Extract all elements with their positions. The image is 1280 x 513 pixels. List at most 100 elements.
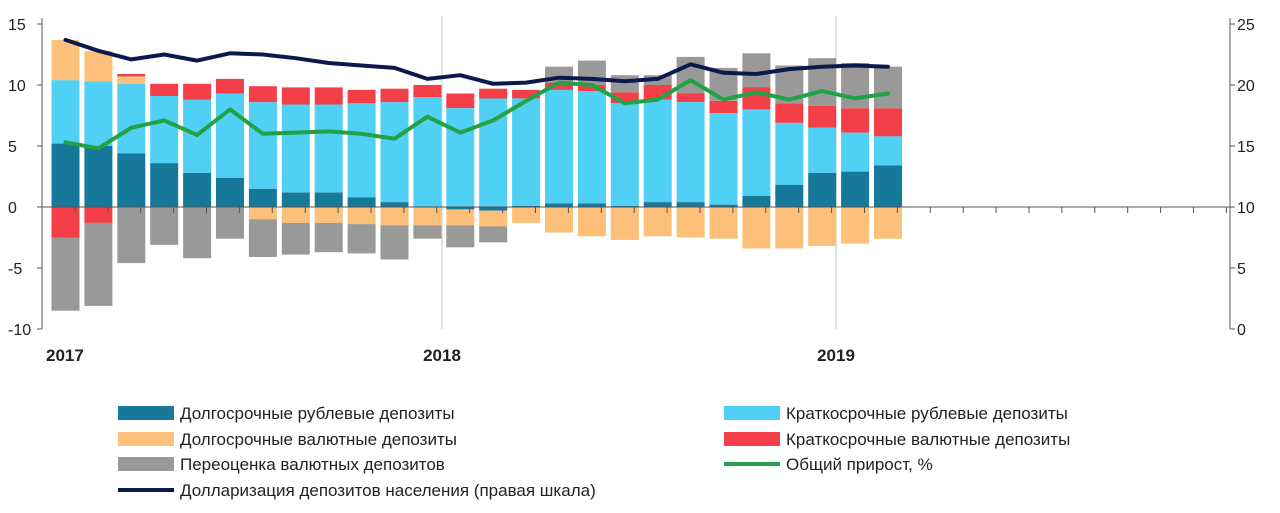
bar-s3-2018-05 [577,85,606,92]
legend-label: Долгосрочные валютные депозиты [180,430,457,449]
legend-label: Переоценка валютных депозитов [180,455,445,474]
bar-s1-2017-02 [84,81,113,146]
right-tick-label: 20 [1237,78,1255,95]
legend-swatch [118,457,174,471]
bar-s4-2019-02 [874,66,902,109]
left-tick-label: -10 [8,322,31,339]
right-tick-label: 10 [1237,200,1255,217]
right-tick-label: 25 [1237,17,1255,34]
bar-s3-2018-04 [545,82,573,90]
bar-s3-2018-09 [709,100,738,114]
bar-s3-2018-12 [808,105,837,128]
bar-s1-2018-09 [709,113,738,205]
bar-s3-2017-07 [248,86,277,103]
legend-label: Краткосрочные валютные депозиты [786,430,1070,449]
bar-s4-2017-09 [314,222,343,253]
bar-s4-2018-01 [446,225,475,248]
bar-s1-2018-08 [676,102,705,203]
bar-s4-2017-10 [347,224,376,254]
labels-layer: -10 -5 0 5 10 15 0 5 10 15 20 25 2017 2018 2019 [8,17,1255,365]
bar-s1-2017-08 [281,104,310,193]
bar-s2-2017-01 [51,39,80,81]
bar-s1-2017-10 [347,103,376,198]
bar-s0-2018-07 [643,202,672,207]
line-series-1 [63,37,890,86]
legend-label: Краткосрочные рублевые депозиты [786,404,1068,423]
bar-s0-2017-07 [248,188,277,207]
bar-s0-2018-12 [808,172,837,207]
bar-s3-2018-01 [446,93,475,109]
bar-s3-2018-11 [775,103,804,123]
bar-s1-2018-12 [808,127,837,173]
bar-s4-2019-01 [841,63,870,109]
bar-s0-2017-01 [51,143,80,207]
bar-s4-2017-05 [183,207,212,259]
bar-s2-2017-10 [347,207,376,225]
bar-s4-2018-06 [610,75,639,93]
bar-s0-2018-11 [775,185,804,207]
bar-s0-2018-02 [479,207,508,211]
bar-s4-2017-02 [84,222,113,306]
left-tick-label: 10 [8,78,26,95]
right-tick-label: 15 [1237,139,1255,156]
bar-s1-2018-06 [610,103,639,206]
bar-s0-2019-01 [841,171,870,207]
bar-s1-2018-11 [775,122,804,185]
bar-s1-2017-06 [216,93,244,178]
bar-s4-2017-07 [248,219,277,257]
bar-s2-2018-02 [479,210,508,227]
legend: Долгосрочные рублевые депозиты Краткосроч… [118,404,1070,500]
bar-s2-2018-01 [446,209,475,226]
bar-s1-2018-05 [577,91,606,204]
bar-s0-2018-04 [545,203,573,207]
bar-s2-2018-11 [775,207,804,249]
bar-s0-2017-11 [380,202,409,207]
bar-s0-2018-01 [446,207,475,210]
bar-s1-2017-04 [150,96,179,164]
bar-s3-2017-08 [281,87,310,105]
bar-s2-2018-12 [808,207,837,246]
legend-swatch [724,406,780,420]
bar-s0-2017-05 [183,172,212,207]
bar-s3-2018-02 [479,88,508,99]
bar-s3-2017-06 [216,78,244,94]
bar-s4-2017-04 [150,207,179,245]
bar-s3-2017-11 [380,88,409,103]
bar-s3-2017-10 [347,89,376,104]
right-tick-label: 5 [1237,261,1246,278]
x-tick-label: 2017 [46,346,84,365]
bar-s3-2018-06 [610,92,639,104]
bar-s3-2017-05 [183,83,212,100]
legend-swatch [724,432,780,446]
bar-s0-2019-02 [874,165,902,207]
bar-s4-2017-12 [413,225,442,239]
bar-s2-2018-10 [742,207,771,249]
left-tick-label: -5 [8,261,22,278]
bar-s0-2017-02 [84,146,113,207]
bar-s4-2018-10 [742,53,771,88]
bar-s4-2017-01 [51,237,80,311]
bar-s2-2018-03 [512,207,541,223]
bar-s4-2017-08 [281,222,310,255]
bar-s2-2019-01 [841,207,870,244]
bar-s2-2017-07 [248,207,277,220]
bar-s3-2018-03 [512,89,541,99]
bar-s0-2017-09 [314,192,343,207]
bar-s1-2018-01 [446,108,475,207]
bar-s2-2017-12 [413,207,442,226]
bar-s0-2017-06 [216,177,244,207]
legend-label: Долларизация депозитов населения (правая… [180,481,596,500]
x-tick-label: 2018 [423,346,461,365]
left-tick-label: 0 [8,200,17,217]
bar-s1-2017-12 [413,97,442,207]
bar-s2-2017-08 [281,207,310,223]
legend-label: Общий прирост, % [786,455,933,474]
bar-s1-2017-11 [380,102,409,203]
bar-s1-2019-02 [874,136,902,166]
bar-s4-2017-03 [117,207,146,264]
bar-s1-2017-01 [51,80,80,144]
bar-s3-2018-08 [676,93,705,102]
legend-swatch [118,432,174,446]
bar-s3-2017-02 [84,207,113,223]
bar-s0-2017-10 [347,197,376,207]
